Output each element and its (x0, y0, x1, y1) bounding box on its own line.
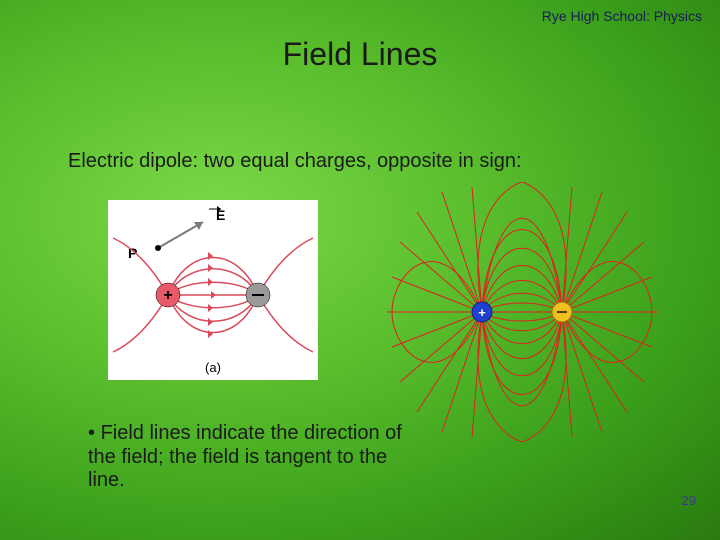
bullet-text: • Field lines indicate the direction of … (88, 422, 408, 493)
header-text: Rye High School: Physics (542, 8, 702, 24)
slide-title: Field Lines (0, 36, 720, 73)
page-number: 29 (682, 493, 696, 508)
svg-text:(a): (a) (205, 360, 221, 375)
svg-text:+: + (478, 305, 486, 320)
svg-text:+: + (163, 287, 172, 304)
bullet-content: Field lines indicate the direction of th… (88, 422, 402, 491)
figure-left-dipole: E P (108, 200, 318, 380)
figure-right-dipole-dense: + (382, 182, 662, 442)
slide-subtitle: Electric dipole: two equal charges, oppo… (68, 150, 522, 173)
